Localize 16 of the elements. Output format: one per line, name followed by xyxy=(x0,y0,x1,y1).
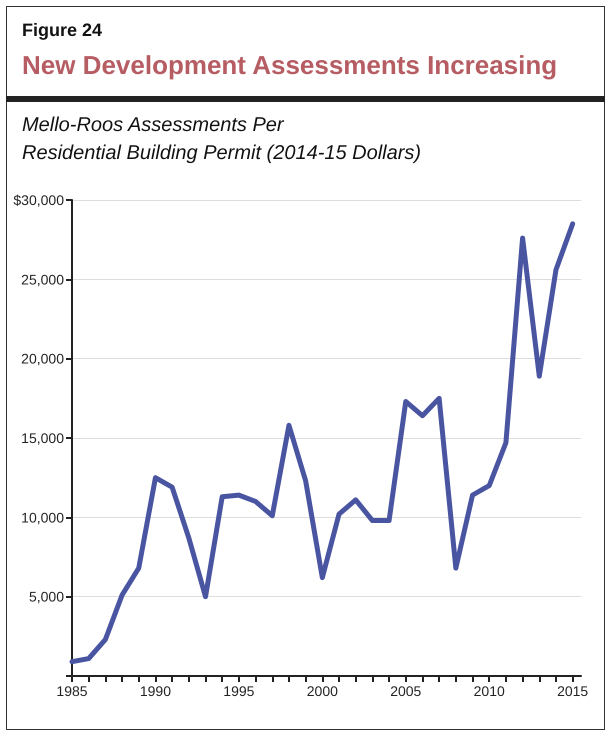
x-tick-label: 1995 xyxy=(223,683,255,699)
y-tick-label: $30,000 xyxy=(13,192,64,208)
y-tick-label: 15,000 xyxy=(21,430,64,446)
y-tick-label: 10,000 xyxy=(21,509,64,526)
y-tick-label: 25,000 xyxy=(21,271,64,288)
y-tick-label: 20,000 xyxy=(21,350,64,367)
chart-subtitle: Mello-Roos Assessments Per Residential Building Permit (2014-15 Dollars) xyxy=(22,114,422,165)
x-tick-label: 1990 xyxy=(140,683,172,699)
chart-title: New Development Assessments Increasing xyxy=(22,50,558,81)
x-tick-label: 2015 xyxy=(557,683,588,699)
x-tick-label: 1985 xyxy=(56,683,88,699)
y-tick-label: 5,000 xyxy=(28,588,64,605)
x-tick-label: 2010 xyxy=(474,683,505,699)
caption: Figure 24 xyxy=(22,20,102,41)
x-tick-label: 2005 xyxy=(390,683,422,699)
x-tick-label: 2000 xyxy=(306,683,338,699)
